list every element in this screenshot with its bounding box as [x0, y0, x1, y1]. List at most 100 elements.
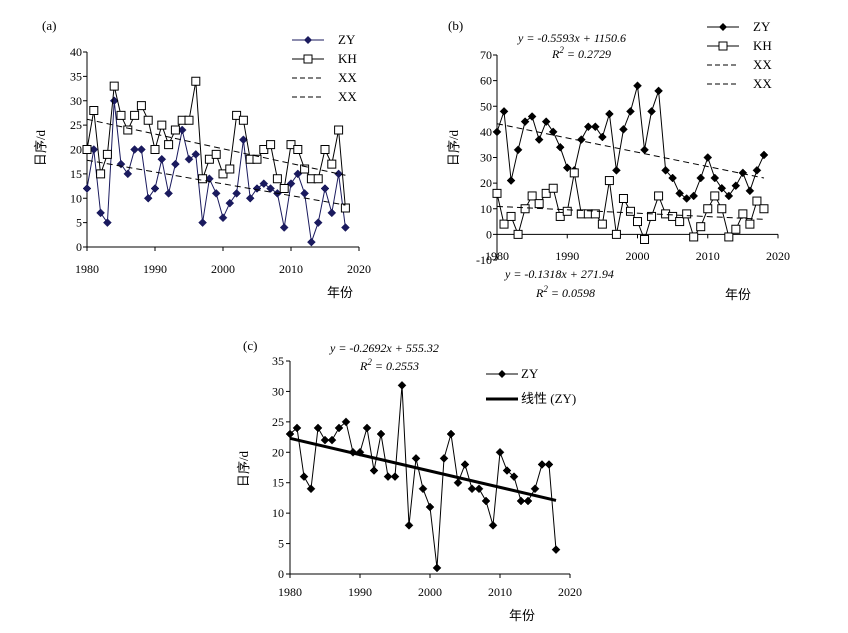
data-point — [299, 472, 309, 481]
r2-c: R2 = 0.2553 — [359, 357, 419, 373]
data-point — [300, 164, 310, 174]
data-point — [123, 169, 133, 179]
y-tick-label: 35 — [272, 354, 284, 368]
r2-b-2: R2 = 0.0598 — [535, 284, 595, 300]
data-point — [661, 165, 670, 175]
data-point — [327, 435, 337, 445]
panel-a-axes: 0 5 10 15 20 25 30 35 40 1980 1990 2000 2010 2020 日序/d… — [33, 45, 371, 300]
y-axis-label: 日序/d — [236, 450, 251, 487]
x-tick-label: 1990 — [348, 585, 372, 599]
x-axis-label: 年份 — [725, 287, 751, 302]
data-point — [130, 145, 139, 154]
data-point — [439, 454, 449, 463]
data-point — [738, 209, 748, 219]
legend-b-zy: ZY — [753, 19, 771, 34]
panel-a-legend: ZY KH XX XX — [292, 32, 357, 104]
panel-b-legend: ZY KH XX XX — [707, 19, 772, 91]
x-tick-label: 2010 — [488, 585, 512, 599]
data-point — [611, 229, 621, 239]
data-point — [604, 176, 614, 186]
data-point — [562, 206, 572, 216]
data-point — [327, 159, 337, 169]
data-point — [689, 191, 699, 201]
y-tick-label: 40 — [480, 125, 492, 139]
data-point — [96, 169, 106, 179]
data-point — [647, 211, 657, 221]
data-point — [211, 189, 221, 198]
series-line-3 — [86, 118, 346, 176]
y-axis-label: 日序/d — [33, 129, 48, 166]
data-point — [541, 117, 551, 126]
data-point — [292, 423, 302, 433]
data-point — [576, 135, 586, 144]
data-point — [703, 204, 713, 214]
data-point — [397, 380, 407, 390]
data-point — [527, 112, 537, 121]
data-point — [96, 208, 105, 218]
y-tick-label: 25 — [272, 415, 284, 429]
data-point — [143, 193, 153, 203]
data-point — [334, 169, 343, 179]
data-point — [506, 176, 516, 185]
data-point — [198, 218, 207, 227]
data-point — [150, 184, 160, 193]
y-tick-label: 0 — [76, 240, 82, 254]
legend-c-zy: ZY — [521, 366, 539, 381]
data-point — [225, 164, 235, 174]
data-point — [320, 145, 330, 154]
data-point — [555, 211, 565, 221]
data-point — [191, 150, 201, 159]
data-point — [520, 204, 530, 214]
data-point — [619, 124, 628, 134]
y-tick-label: 0 — [486, 227, 492, 241]
data-point — [752, 196, 762, 206]
panel-label-c: (c) — [243, 338, 257, 353]
data-point — [286, 179, 296, 188]
data-point — [170, 125, 180, 135]
data-point — [745, 186, 755, 196]
y-tick-label: 10 — [272, 506, 284, 520]
data-point — [341, 417, 351, 427]
data-point — [745, 219, 755, 229]
data-point — [425, 502, 435, 512]
x-tick-label: 1990 — [143, 262, 167, 276]
legend-c-linear: 线性 (ZY) — [521, 391, 576, 406]
y-axis-label: 日序/d — [446, 129, 461, 166]
data-point — [626, 107, 635, 116]
data-point — [137, 145, 146, 154]
data-point — [534, 135, 544, 144]
data-point — [738, 168, 748, 178]
x-axis-label: 年份 — [509, 608, 535, 623]
legend-b-xx-2: XX — [753, 76, 772, 91]
data-point — [724, 191, 734, 201]
data-point — [293, 145, 303, 154]
data-point — [279, 184, 289, 193]
data-point — [689, 232, 699, 242]
x-tick-label: 2000 — [626, 249, 650, 263]
equation-b-2: y = -0.1318x + 271.94 — [504, 267, 614, 281]
data-point — [245, 193, 255, 203]
y-tick-label: 35 — [70, 69, 82, 83]
data-point — [109, 81, 119, 91]
data-point — [340, 203, 350, 213]
data-point — [171, 159, 180, 169]
data-point — [668, 173, 677, 183]
x-tick-label: 1980 — [278, 585, 302, 599]
data-point — [334, 125, 344, 135]
data-point — [123, 125, 133, 135]
data-point — [259, 145, 269, 154]
x-tick-label: 1980 — [485, 249, 509, 263]
data-point — [516, 496, 526, 506]
data-point — [527, 191, 537, 201]
panel-a: (a) 0 5 10 15 20 25 30 35 40 1980 1990 2000 2010 2020… — [33, 18, 371, 300]
data-point — [252, 184, 262, 193]
data-point — [499, 219, 509, 229]
data-point — [266, 140, 276, 150]
data-point — [717, 183, 727, 193]
data-point — [759, 204, 769, 214]
data-point — [548, 183, 558, 193]
data-point — [89, 106, 99, 115]
data-point — [306, 484, 316, 494]
data-point — [520, 117, 530, 126]
